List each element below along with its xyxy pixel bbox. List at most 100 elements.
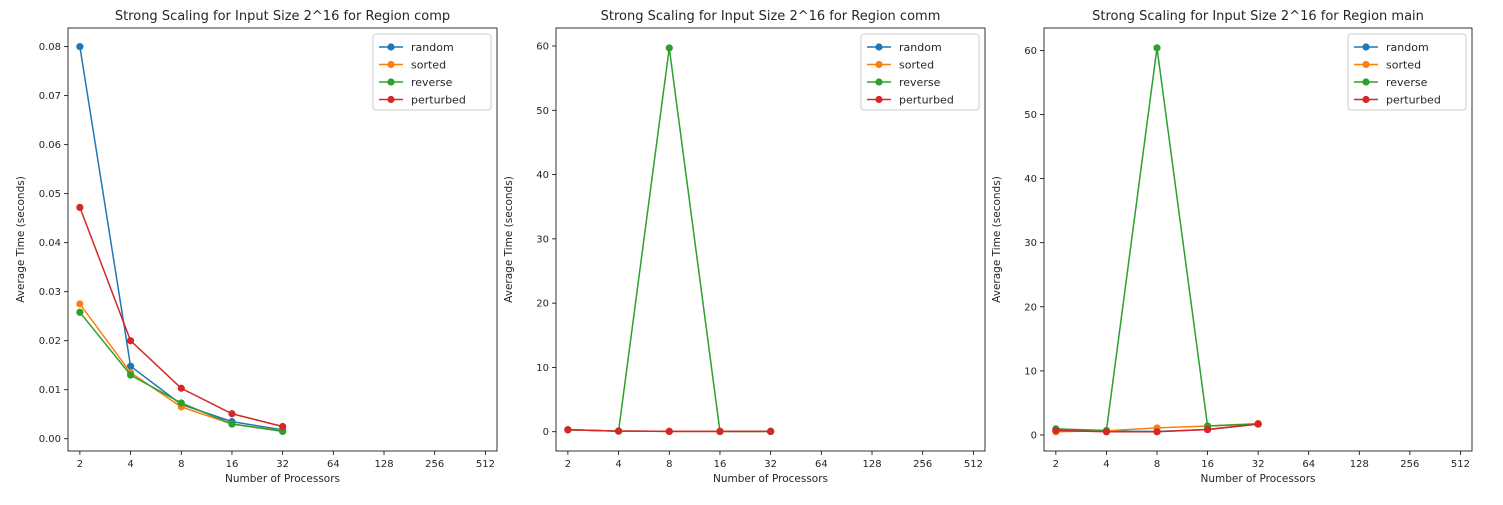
y-tick-label: 0.03	[39, 287, 61, 298]
legend-box	[1347, 33, 1467, 111]
data-point-reverse	[228, 420, 236, 428]
legend-marker-reverse	[1362, 78, 1370, 86]
legend-marker-reverse	[875, 78, 883, 86]
chart-title: Strong Scaling for Input Size 2^16 for R…	[115, 9, 450, 24]
x-tick-label: 256	[425, 459, 444, 470]
x-tick-label: 2	[77, 459, 83, 470]
x-tick-label: 32	[276, 459, 289, 470]
y-tick-label: 0.05	[39, 189, 61, 200]
x-tick-label: 8	[666, 459, 672, 470]
data-point-random	[76, 43, 84, 51]
legend-label: reverse	[411, 76, 453, 89]
series-line-reverse	[1055, 47, 1259, 432]
legend-label: random	[1386, 41, 1429, 54]
legend-marker-reverse	[387, 78, 395, 86]
chart-title: Strong Scaling for Input Size 2^16 for R…	[601, 9, 941, 24]
legend: random sorted reverse perturbed	[1347, 33, 1467, 111]
y-tick-label: 30	[1024, 238, 1037, 249]
data-point-reverse	[76, 308, 84, 316]
series-perturbed	[1052, 420, 1262, 436]
data-point-perturbed	[767, 427, 775, 435]
series-random	[76, 43, 287, 434]
x-tick-label: 4	[615, 459, 621, 470]
legend-label: sorted	[411, 59, 446, 72]
x-tick-label: 64	[815, 459, 828, 470]
legend-label: reverse	[1386, 76, 1428, 89]
legend-marker-perturbed	[387, 95, 395, 104]
legend-label: sorted	[899, 59, 934, 72]
y-tick-label: 0.04	[39, 238, 61, 249]
data-point-perturbed	[279, 422, 287, 431]
y-tick-label: 40	[536, 170, 549, 181]
y-tick-label: 0.02	[39, 336, 61, 347]
data-point-reverse	[665, 44, 673, 52]
data-point-sorted	[76, 300, 84, 308]
x-tick-label: 512	[964, 459, 983, 470]
x-tick-label: 4	[127, 459, 133, 470]
series-line-reverse	[567, 47, 771, 433]
legend: random sorted reverse perturbed	[372, 33, 492, 111]
legend-marker-sorted	[875, 60, 883, 69]
legend-label: random	[411, 41, 454, 54]
y-tick-label: 60	[1024, 46, 1037, 57]
y-tick-label: 10	[536, 363, 549, 374]
x-tick-label: 512	[476, 459, 495, 470]
chart-title: Strong Scaling for Input Size 2^16 for R…	[1092, 9, 1424, 24]
series-perturbed	[76, 203, 287, 431]
x-tick-label: 128	[1350, 459, 1369, 470]
series-perturbed	[564, 426, 775, 435]
legend-marker-random	[875, 43, 883, 51]
data-point-random	[126, 362, 135, 370]
series-reverse	[76, 308, 287, 435]
legend-label: random	[899, 41, 942, 54]
x-tick-label: 16	[714, 459, 727, 470]
data-point-reverse	[126, 371, 135, 379]
data-point-perturbed	[76, 203, 84, 211]
x-tick-label: 64	[327, 459, 340, 470]
legend-box	[372, 33, 492, 111]
x-tick-label: 16	[226, 459, 239, 470]
y-tick-label: 30	[536, 234, 549, 245]
legend-label: sorted	[1386, 59, 1421, 72]
x-axis-label: Number of Processors	[225, 473, 340, 485]
y-axis-label: Average Time (seconds)	[991, 176, 1003, 303]
data-point-perturbed	[1153, 428, 1161, 436]
x-tick-label: 8	[1154, 459, 1160, 470]
data-point-reverse	[177, 399, 185, 407]
series-line-reverse	[79, 311, 283, 433]
y-tick-label: 20	[1024, 302, 1037, 313]
legend-marker-perturbed	[1362, 95, 1370, 104]
series-sorted	[76, 300, 287, 435]
y-tick-label: 10	[1024, 366, 1037, 377]
legend-marker-random	[1362, 43, 1370, 51]
data-point-perturbed	[716, 427, 724, 435]
series-reverse	[564, 44, 775, 435]
chart-panel-2: Strong Scaling for Input Size 2^16 for R…	[503, 9, 986, 485]
x-tick-label: 128	[374, 459, 393, 470]
series-line-random	[79, 46, 283, 431]
series-line-sorted	[79, 303, 283, 432]
data-point-perturbed	[665, 427, 673, 435]
y-tick-label: 0	[543, 427, 549, 438]
y-tick-label: 50	[536, 106, 549, 117]
y-tick-label: 50	[1024, 110, 1037, 121]
x-tick-label: 64	[1302, 459, 1315, 470]
y-tick-label: 0.08	[39, 42, 61, 53]
y-tick-label: 40	[1024, 174, 1037, 185]
data-point-perturbed	[126, 337, 135, 345]
legend-label: perturbed	[1386, 94, 1441, 107]
x-tick-label: 256	[913, 459, 932, 470]
x-axis-label: Number of Processors	[713, 473, 828, 485]
legend-box	[860, 33, 980, 111]
x-tick-label: 128	[862, 459, 881, 470]
y-tick-label: 0.06	[39, 140, 61, 151]
data-point-perturbed	[1052, 426, 1060, 435]
x-tick-label: 2	[1053, 459, 1059, 470]
x-tick-label: 32	[1252, 459, 1265, 470]
x-tick-label: 512	[1451, 459, 1470, 470]
x-tick-label: 4	[1103, 459, 1109, 470]
data-point-perturbed	[1102, 428, 1111, 436]
legend-marker-sorted	[1362, 60, 1370, 69]
legend-marker-perturbed	[875, 95, 883, 104]
